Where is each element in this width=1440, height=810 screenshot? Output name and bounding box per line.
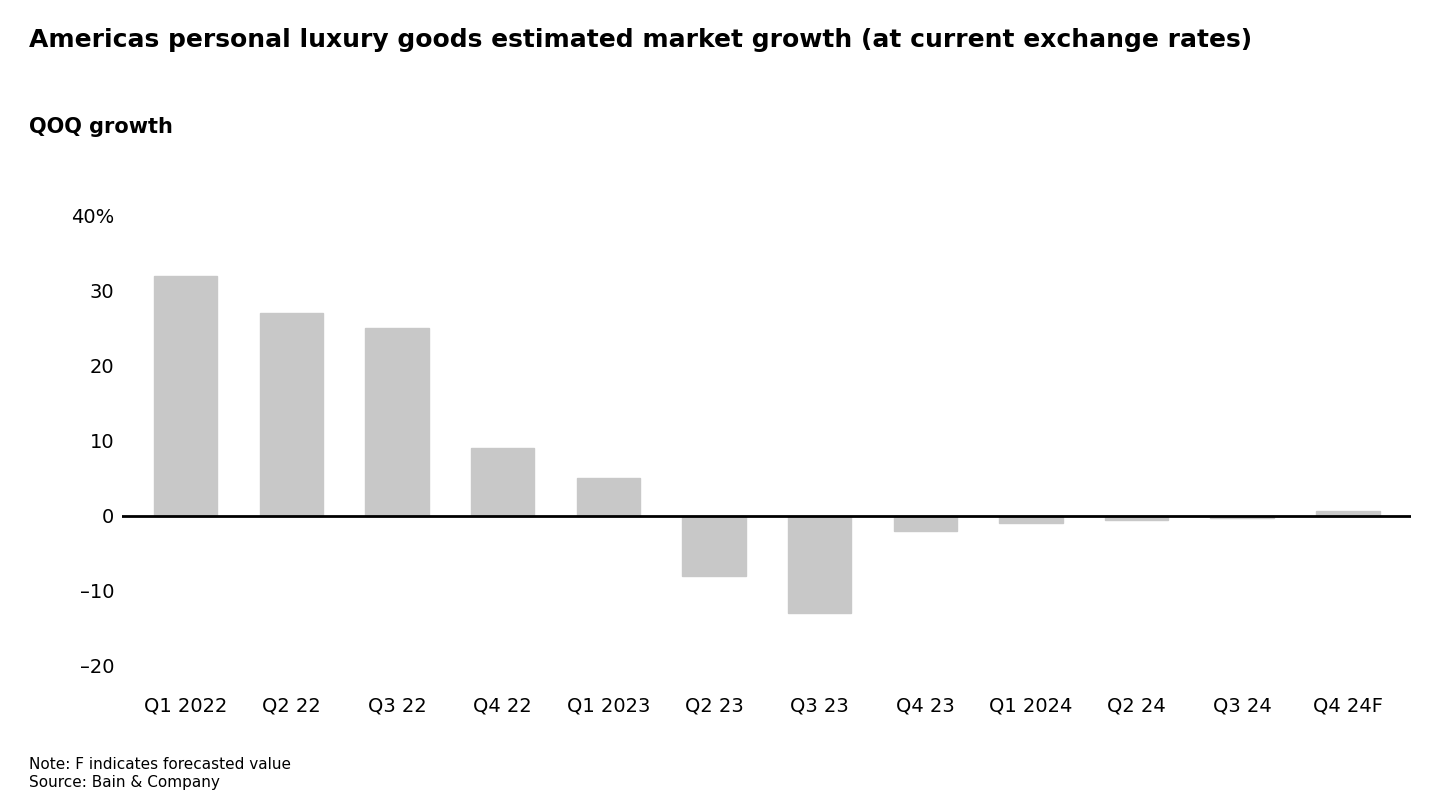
Bar [788,516,851,613]
Bar [894,516,958,531]
Bar [154,275,217,516]
Bar [1316,510,1380,516]
Bar [366,328,429,516]
Text: Americas personal luxury goods estimated market growth (at current exchange rate: Americas personal luxury goods estimated… [29,28,1251,53]
Bar [999,516,1063,523]
Bar [683,516,746,576]
Text: QOQ growth: QOQ growth [29,117,173,138]
Bar [1104,516,1168,520]
Bar [471,449,534,516]
Bar [1211,516,1274,518]
Text: Note: F indicates forecasted value
Source: Bain & Company: Note: F indicates forecasted value Sourc… [29,757,291,790]
Bar [259,313,323,516]
Bar [576,479,639,516]
